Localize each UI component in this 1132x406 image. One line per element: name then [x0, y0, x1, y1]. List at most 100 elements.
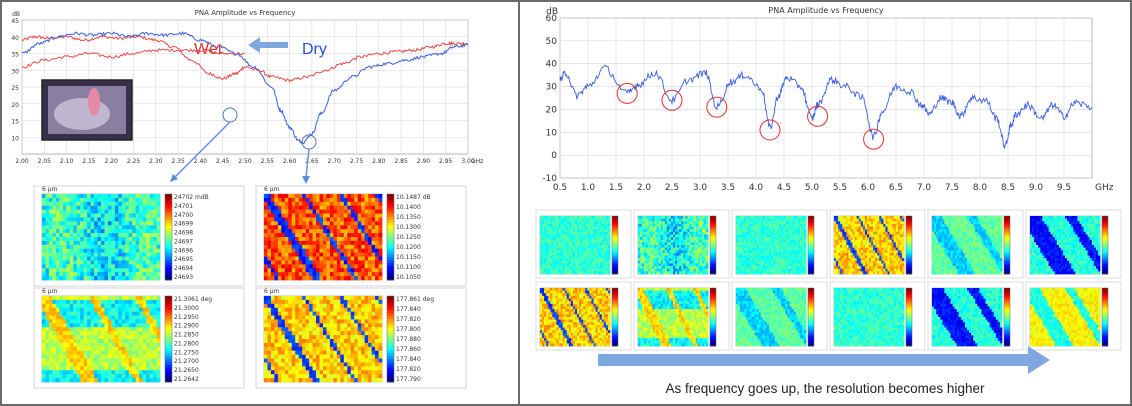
map-pixel: [270, 217, 275, 222]
map-pixel: [587, 247, 590, 251]
map-pixel: [90, 260, 95, 265]
map-pixel: [326, 362, 331, 367]
map-pixel: [544, 258, 547, 262]
map-pixel: [638, 271, 641, 275]
map-pixel: [605, 258, 609, 262]
map-pixel: [638, 221, 641, 225]
map-pixel: [52, 331, 57, 336]
map-pixel: [270, 374, 275, 379]
map-pixel: [323, 209, 327, 214]
map-pixel: [378, 350, 383, 355]
map-pixel: [59, 378, 64, 383]
map-pixel: [319, 311, 324, 316]
map-pixel: [656, 223, 659, 227]
map-pixel: [593, 271, 596, 275]
map-pixel: [340, 194, 345, 199]
map-pixel: [107, 335, 112, 340]
colorbar-segment: [165, 274, 172, 278]
colorbar-segment: [165, 202, 172, 206]
map-pixel: [660, 231, 664, 235]
map-pixel: [673, 242, 676, 246]
map-pixel: [274, 217, 279, 222]
colorbar-segment: [165, 199, 172, 203]
map-pixel: [679, 255, 682, 259]
map-pixel: [121, 237, 126, 242]
map-pixel: [128, 339, 133, 344]
colorbar-frame: [386, 295, 395, 383]
map-pixel: [316, 260, 320, 265]
map-pixel: [347, 339, 352, 344]
map-pixel: [566, 263, 570, 267]
map-pixel: [654, 247, 657, 251]
map-pixel: [799, 221, 803, 225]
map-pixel: [656, 226, 659, 230]
map-pixel: [670, 239, 674, 243]
map-pixel: [55, 240, 60, 246]
map-pixel: [558, 271, 561, 275]
map-pixel: [333, 205, 338, 210]
map-pixel: [583, 271, 586, 275]
map-pixel: [554, 255, 557, 259]
map-pixel: [94, 264, 98, 269]
map-pixel: [69, 252, 74, 257]
map-pixel: [691, 250, 694, 254]
map-pixel: [295, 346, 300, 352]
map-pixel: [350, 362, 355, 367]
map-pixel: [73, 327, 78, 332]
map-pixel: [673, 250, 676, 254]
map-pixel: [142, 323, 147, 328]
map-pixel: [281, 233, 286, 238]
colorbar-segment: [387, 254, 394, 258]
map-pixel: [336, 315, 341, 320]
map-pixel: [638, 263, 641, 267]
map-pixel: [111, 370, 116, 375]
map-pixel: [375, 209, 379, 214]
map-pixel: [656, 255, 659, 259]
map-pixel: [666, 231, 670, 235]
map-pixel: [333, 264, 338, 269]
map-pixel: [45, 296, 50, 301]
map-pixel: [87, 240, 91, 246]
map-pixel: [650, 242, 653, 246]
map-pixel: [343, 299, 348, 305]
colorbar-segment: [165, 196, 172, 201]
map-pixel: [642, 252, 645, 256]
map-pixel: [69, 307, 74, 312]
map-pixel: [333, 346, 338, 352]
colorbar-segment: [165, 379, 172, 383]
map-pixel: [658, 216, 661, 219]
map-pixel: [69, 296, 74, 301]
colorbar-segment: [165, 265, 172, 269]
map-pixel: [681, 263, 684, 267]
map-pixel: [540, 271, 543, 275]
map-pixel: [305, 362, 310, 367]
map-pixel: [666, 250, 670, 254]
map-pixel: [55, 331, 60, 336]
map-pixel: [350, 229, 355, 234]
map-pixel: [550, 229, 553, 233]
map-pixel: [350, 296, 355, 301]
map-pixel: [564, 250, 568, 254]
map-pixel: [699, 268, 703, 272]
map-pixel: [336, 272, 341, 277]
map-pixel: [668, 216, 672, 219]
map-pixel: [59, 194, 64, 199]
colorbar-label: 177.861 deg: [396, 296, 434, 303]
map-pixel: [693, 216, 696, 219]
map-pixel: [361, 342, 365, 348]
colorbar-segment: [612, 250, 618, 254]
map-pixel: [750, 216, 753, 219]
map-pixel: [42, 217, 46, 222]
map-pixel: [101, 299, 105, 305]
map-pixel: [48, 315, 53, 320]
map-pixel: [329, 331, 334, 336]
map-pixel: [139, 205, 143, 210]
map-pixel: [333, 374, 338, 379]
map-pixel: [153, 374, 157, 379]
map-pixel: [364, 358, 369, 363]
map-pixel: [316, 307, 320, 312]
map-pixel: [591, 250, 594, 254]
map-pixel: [156, 225, 161, 230]
map-pixel: [156, 307, 161, 312]
map-pixel: [364, 350, 369, 355]
